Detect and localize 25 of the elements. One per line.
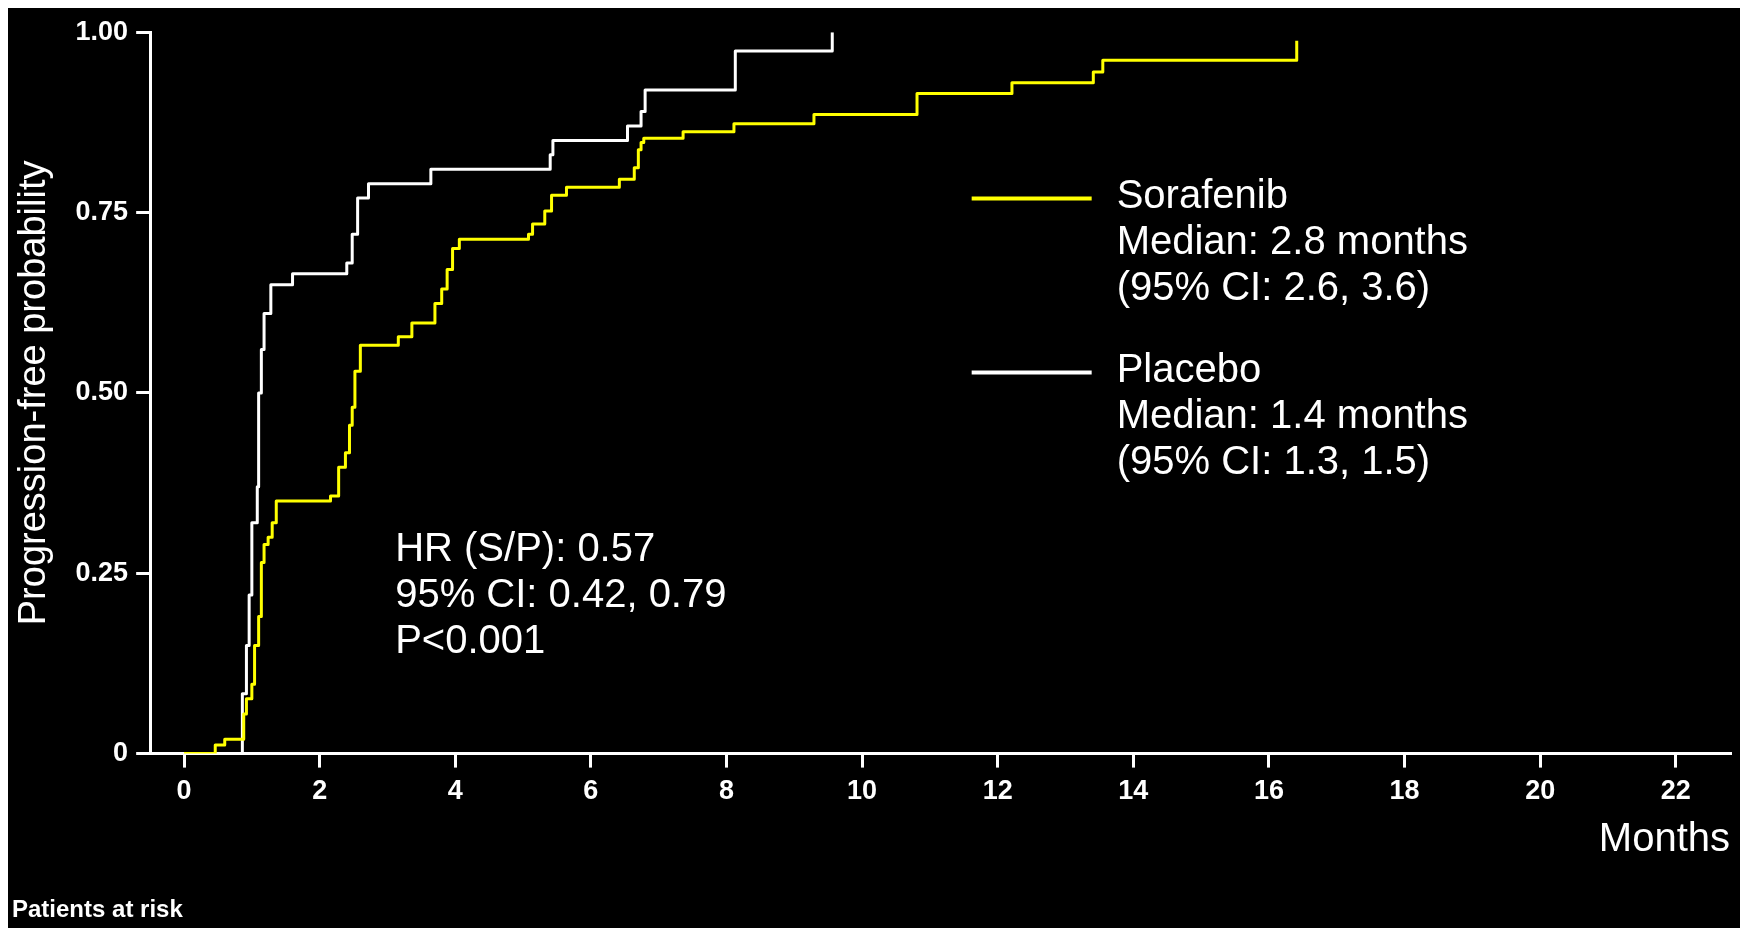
annotation: Median: 1.4 months (95% CI: 1.3, 1.5) <box>1116 391 1468 482</box>
annotation: HR (S/P): 0.57 95% CI: 0.42, 0.79 P<0.001 <box>395 525 727 661</box>
x-tick-label: 12 <box>982 775 1013 806</box>
x-tick-label: 22 <box>1660 775 1691 806</box>
legend-label: Sorafenib <box>1116 171 1288 216</box>
x-tick-label: 6 <box>583 775 599 806</box>
legend-label: Placebo <box>1116 345 1262 390</box>
y-tick-label: 0.75 <box>75 196 129 226</box>
x-tick-label: 16 <box>1253 775 1284 806</box>
y-tick-label: 0.50 <box>75 376 129 407</box>
y-tick-label: 0.25 <box>75 556 129 587</box>
y-axis-title: Progression-free probability <box>11 160 54 626</box>
text: Patients at risk <box>12 894 184 922</box>
y-tick-label: 1.00 <box>75 15 129 46</box>
x-tick-label: 0 <box>176 775 192 806</box>
x-tick-label: 10 <box>847 775 878 806</box>
y-tick-label: 0 <box>113 737 129 768</box>
x-tick-label: 18 <box>1389 775 1420 806</box>
x-tick-label: 4 <box>447 775 463 806</box>
x-axis-title: Months <box>1598 815 1730 860</box>
x-tick-label: 2 <box>312 775 328 806</box>
annotation: Median: 2.8 months (95% CI: 2.6, 3.6) <box>1116 217 1468 308</box>
x-tick-label: 14 <box>1118 775 1149 806</box>
x-tick-label: 8 <box>718 775 735 806</box>
x-tick-label: 20 <box>1525 775 1556 806</box>
